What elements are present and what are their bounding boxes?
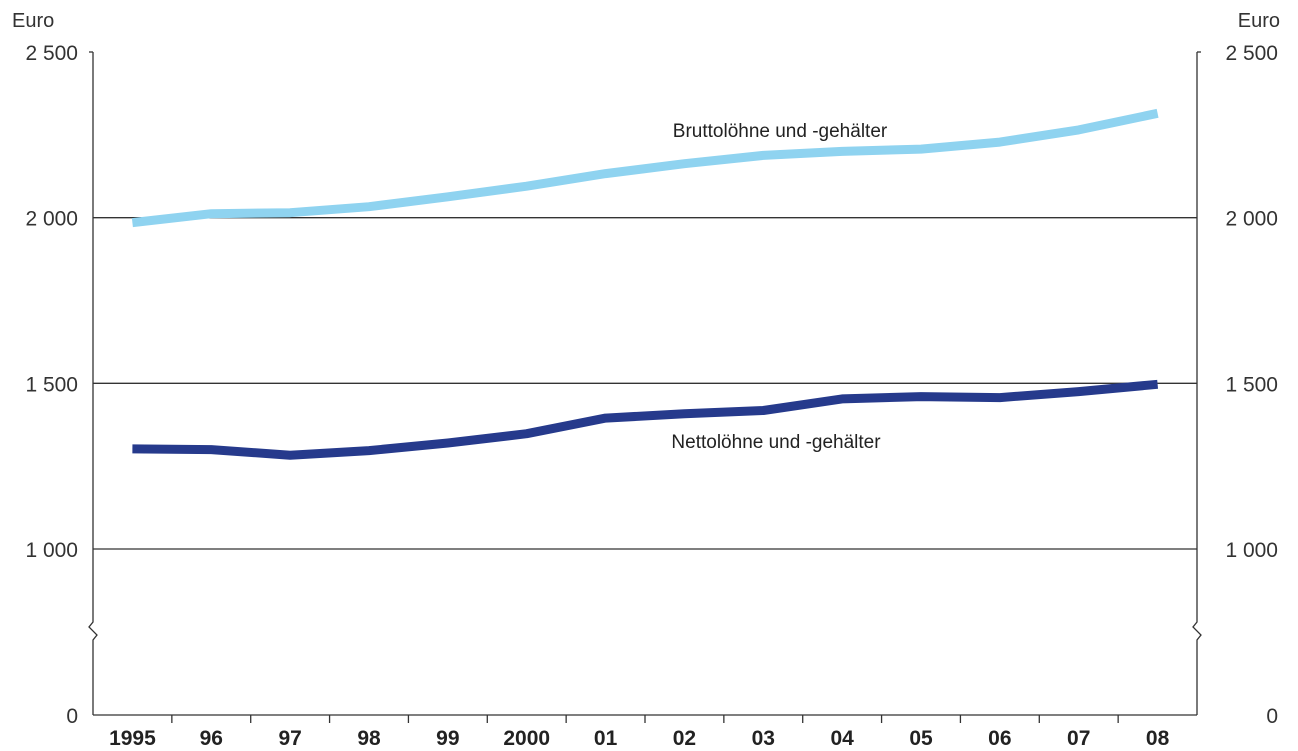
plot-frame [88, 51, 1202, 723]
y-tick-label-right: 1 500 [1225, 373, 1278, 396]
y-axis-right [1192, 52, 1202, 715]
y-tick-label-right: 2 500 [1225, 42, 1278, 65]
x-tick-label: 96 [200, 727, 223, 750]
x-tick-label: 97 [278, 727, 301, 750]
series-lines [131, 108, 1159, 460]
y-tick-label-left: 1 500 [25, 373, 78, 396]
y-tick-label-left: 2 500 [25, 42, 78, 65]
y-tick-label-left: 0 [66, 705, 78, 728]
series-line-1 [132, 379, 1159, 460]
y-unit-left: Euro [12, 10, 54, 32]
y-axis-left [88, 52, 98, 715]
series-labels: Bruttolöhne und -gehälter Nettolöhne und … [671, 121, 887, 453]
y-tick-labels: 0 0 1 000 1 000 1 500 1 500 2 000 2 000 2 500 2 5… [25, 42, 1278, 728]
y-tick-label-right: 2 000 [1225, 208, 1278, 231]
y-tick-label-left: 1 000 [25, 539, 78, 562]
y-tick-label-right: 0 [1266, 705, 1278, 728]
x-tick-label: 2000 [503, 727, 550, 750]
x-tick-label: 99 [436, 727, 459, 750]
x-tick-labels: 1995 96 97 98 99 2000 01 02 03 04 05 06 07 08 [109, 727, 1170, 750]
x-tick-label: 98 [357, 727, 381, 750]
x-tick-label: 02 [673, 727, 696, 750]
y-tick-label-left: 2 000 [25, 208, 78, 231]
x-tick-label: 05 [909, 727, 933, 750]
x-tick-label: 04 [830, 727, 854, 750]
series-line-0 [131, 108, 1159, 228]
x-tick-label: 1995 [109, 727, 156, 750]
x-tick-label: 06 [988, 727, 1011, 750]
series-label-netto: Nettolöhne und -gehälter [671, 432, 881, 453]
x-tick-label: 07 [1067, 727, 1090, 750]
x-tick-label: 08 [1146, 727, 1170, 750]
gridlines [93, 217, 1197, 550]
y-unit-right: Euro [1238, 10, 1280, 32]
x-tick-label: 03 [752, 727, 775, 750]
x-tick-label: 01 [594, 727, 618, 750]
y-tick-label-right: 1 000 [1225, 539, 1278, 562]
series-label-brutto: Bruttolöhne und -gehälter [673, 121, 888, 142]
